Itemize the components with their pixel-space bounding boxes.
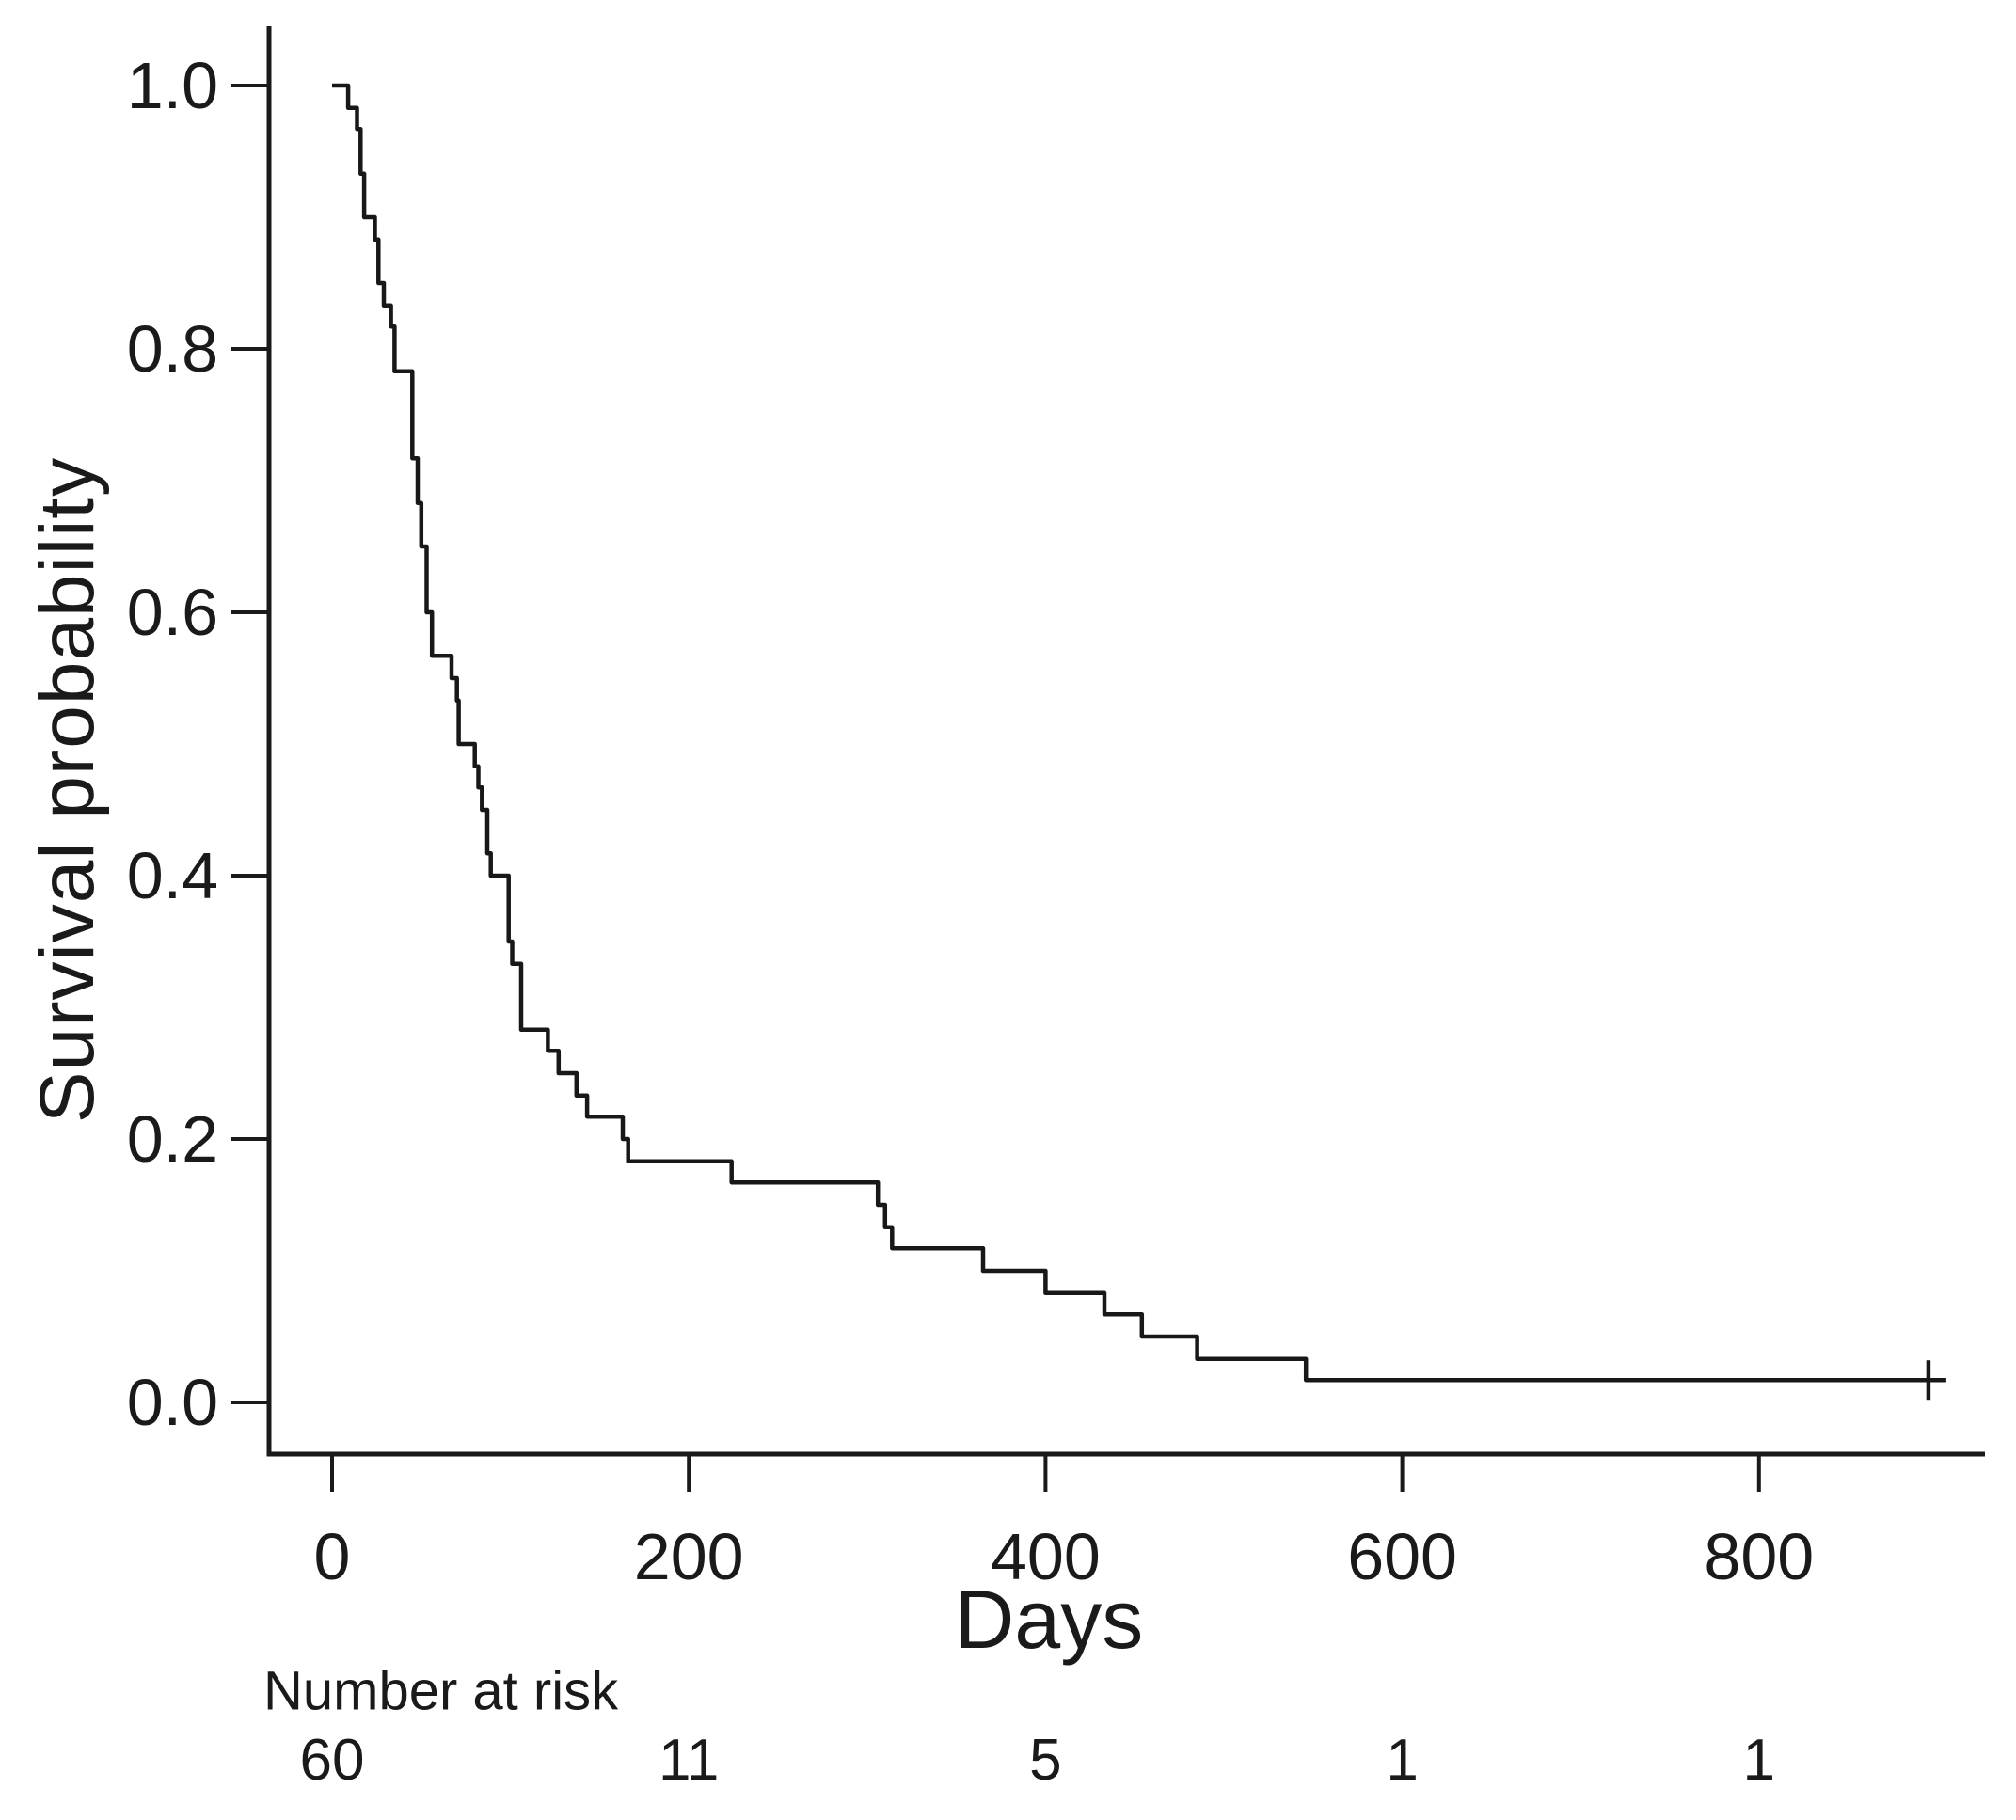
risk-count: 60	[300, 1728, 365, 1793]
survival-step-curve	[332, 83, 1946, 1383]
risk-table-label: Number at risk	[263, 1660, 619, 1722]
y-tick-label: 1.0	[127, 49, 218, 122]
y-tick-label: 0.8	[127, 312, 218, 386]
x-tick-label: 0	[314, 1520, 351, 1593]
x-tick-label: 600	[1347, 1520, 1457, 1593]
risk-count: 1	[1386, 1728, 1418, 1793]
x-tick-label: 400	[991, 1520, 1101, 1593]
risk-count: 5	[1029, 1728, 1061, 1793]
x-tick-label: 200	[634, 1520, 744, 1593]
x-tick-label: 800	[1704, 1520, 1814, 1593]
risk-count: 11	[659, 1728, 719, 1793]
y-tick-label: 0.2	[127, 1102, 218, 1176]
risk-count: 1	[1743, 1728, 1775, 1793]
y-tick-label: 0.0	[127, 1366, 218, 1439]
y-tick-label: 0.4	[127, 839, 218, 912]
y-tick-label: 0.6	[127, 576, 218, 649]
x-axis-title: Days	[954, 1573, 1144, 1666]
y-axis-title: Survival probability	[24, 456, 110, 1124]
